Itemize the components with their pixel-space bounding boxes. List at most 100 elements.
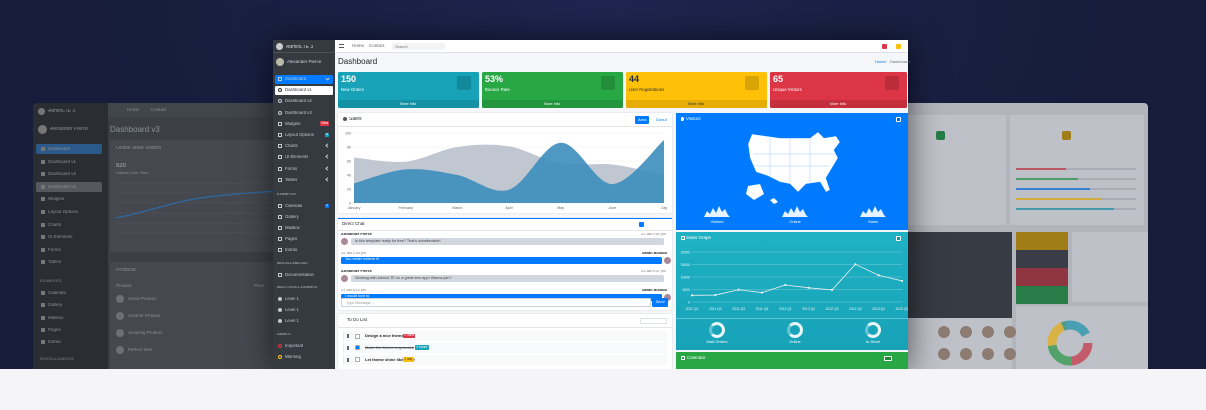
- tool-btn: [896, 236, 901, 241]
- stat-label: Online: [789, 220, 801, 224]
- nav-item[interactable]: Warning: [285, 355, 301, 359]
- checkbox[interactable]: [355, 345, 360, 351]
- nav-icon: [41, 159, 45, 164]
- breadcrumb[interactable]: Home: [875, 60, 886, 64]
- decor-line: [116, 190, 276, 219]
- nav-icon: [41, 235, 45, 240]
- point: [877, 274, 880, 277]
- nav-item[interactable]: Level 1: [285, 319, 299, 324]
- nav-item[interactable]: Dashboard: [285, 77, 307, 81]
- nav-item[interactable]: Mailbox: [285, 225, 300, 230]
- card-icon: [343, 117, 347, 121]
- tab[interactable]: Area: [635, 116, 650, 124]
- nav-item[interactable]: Charts: [285, 144, 298, 149]
- nav-icon: [278, 77, 282, 81]
- info-box: 150 New Orders More info: [338, 72, 479, 108]
- nav-icon: [41, 340, 45, 345]
- nav-item[interactable]: Dashboard v3: [285, 110, 312, 115]
- nav-icon: [278, 88, 282, 93]
- x-tick-label: 2013 Q1: [872, 307, 885, 311]
- x-tick-label: 2012 Q1: [779, 307, 792, 311]
- x-tick-label: March: [452, 206, 462, 210]
- todo-badge: 4 hours: [415, 345, 429, 350]
- info-link[interactable]: More info: [829, 102, 847, 106]
- nav-item: Mailbox: [48, 315, 64, 320]
- info-value: 150: [341, 75, 357, 84]
- nav-icon: [41, 210, 45, 214]
- card: [676, 352, 908, 370]
- nav-selected: [275, 85, 333, 95]
- nav-item: Pages: [48, 327, 61, 332]
- nav-icon: [278, 308, 282, 313]
- checkbox[interactable]: [355, 333, 360, 339]
- nav-item[interactable]: Widgets: [285, 121, 301, 126]
- x-tick-label: July: [661, 206, 668, 210]
- y-tick-label: 60: [347, 159, 351, 163]
- send-button[interactable]: Send: [652, 298, 668, 307]
- knob-label: In-Store: [865, 340, 881, 344]
- x-tick-label: April: [505, 206, 512, 210]
- nav-item[interactable]: Level 1: [285, 308, 299, 313]
- chat-avatar: [664, 293, 671, 301]
- chat-bubble: I would love to.: [341, 293, 662, 301]
- card-title: Direct Chat: [342, 222, 365, 226]
- nav-item[interactable]: Dashboard v2: [285, 99, 312, 104]
- nav-item[interactable]: Forms: [285, 166, 298, 171]
- info-icon: [745, 76, 759, 90]
- info-link[interactable]: More info: [399, 102, 417, 106]
- right-card: [1010, 115, 1144, 225]
- chat-name: Sarah Bullock: [642, 288, 668, 292]
- stat-label: Sales: [867, 220, 878, 224]
- chat-time: 23 Jan 6:10 pm: [341, 288, 366, 292]
- info-value: 44: [629, 75, 640, 84]
- nav-item[interactable]: Tables: [285, 177, 298, 182]
- nav-item[interactable]: Gallery: [285, 214, 299, 219]
- info-label: New Orders: [341, 88, 364, 92]
- card-title: Calendar: [687, 356, 706, 360]
- point: [760, 291, 764, 294]
- nav-icon: [278, 236, 282, 241]
- info-footer: [770, 100, 907, 108]
- right-box: [1016, 250, 1068, 268]
- nav-item[interactable]: Important: [285, 344, 304, 349]
- product-name: Perfect Item: [128, 348, 153, 352]
- nav-item: Dashboard: [48, 147, 71, 151]
- y-tick-label: 20: [347, 187, 351, 191]
- nav-item[interactable]: Dashboard v1: [285, 88, 312, 93]
- x-tick-label: 2011 Q3: [732, 307, 745, 311]
- y-tick-label: 40: [347, 173, 351, 177]
- chat-input[interactable]: Type Message ...: [341, 298, 651, 307]
- nav-link[interactable]: Contact: [369, 44, 385, 48]
- stat-label: Visitors Over Time: [116, 171, 149, 175]
- card-title: Products: [116, 268, 136, 273]
- chat-time: 23 Jan 2:00 pm: [641, 233, 666, 236]
- nav-item[interactable]: Documentation: [285, 272, 314, 277]
- nav-icon: [41, 197, 45, 202]
- card-footer: [676, 318, 908, 350]
- left-card: [110, 140, 278, 252]
- nav-item[interactable]: Extras: [285, 247, 298, 252]
- nav-icon: [278, 272, 282, 277]
- info-link[interactable]: More info: [687, 102, 705, 106]
- nav-item[interactable]: Level 1: [285, 297, 299, 302]
- nav-icon: [41, 172, 45, 177]
- left-avatar: [38, 125, 47, 134]
- nav-item[interactable]: Calendar: [285, 204, 303, 208]
- checkbox[interactable]: [355, 357, 360, 363]
- tab[interactable]: Donut: [656, 117, 667, 122]
- nav-icon: [41, 222, 45, 227]
- nav-item[interactable]: UI Elements: [285, 155, 309, 160]
- info-link[interactable]: More info: [543, 102, 561, 106]
- progress: [1016, 198, 1102, 200]
- nav-item[interactable]: Pages: [285, 236, 298, 241]
- info-value: 53%: [485, 75, 504, 84]
- x-tick-label: 2011 Q2: [709, 307, 722, 311]
- info-footer: [482, 100, 623, 108]
- nav-link[interactable]: Home: [352, 44, 365, 48]
- nav-header: EXAMPLES: [40, 279, 62, 283]
- user-name: Alexander Pierce: [287, 60, 322, 64]
- search-input[interactable]: Search: [395, 44, 408, 49]
- nav-item[interactable]: Layout Options: [285, 133, 314, 137]
- x-tick-label: January: [348, 206, 361, 210]
